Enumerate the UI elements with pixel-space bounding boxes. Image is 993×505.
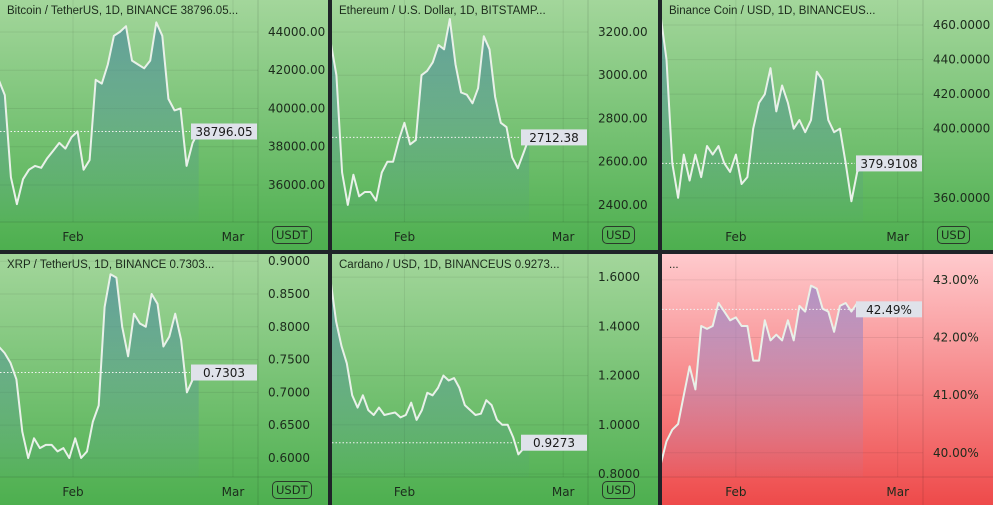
last-price-tag [191, 123, 257, 140]
price-tick-label: 0.7000 [268, 385, 310, 399]
chart-pane-ethereum[interactable]: 3200.00 3000.00 2800.00 2600.00 2400.00 Feb Ma… [332, 0, 658, 250]
price-tick-label: 42000.00 [268, 63, 325, 77]
price-tick-label: 1.4000 [598, 319, 640, 333]
price-line [662, 284, 864, 464]
time-tick-label: Mar [222, 485, 245, 499]
time-tick-label: Feb [62, 485, 83, 499]
time-tick-label: Feb [725, 485, 746, 499]
price-tick-label: 0.8000 [598, 467, 640, 481]
price-chart: 3200.00 3000.00 2800.00 2600.00 2400.00 Feb Ma… [332, 0, 658, 250]
area-fill [332, 19, 530, 222]
currency-badge[interactable]: USDT [272, 481, 312, 499]
price-tick-label: 0.6000 [268, 451, 310, 465]
currency-badge[interactable]: USD [937, 226, 970, 244]
price-chart: 460.0000 440.0000 420.0000 400.0000 360.0000… [662, 0, 993, 250]
price-tick-label: 36000.00 [268, 178, 325, 192]
chart-legend-title[interactable]: XRP / TetherUS, 1D, BINANCE 0.7303... [7, 259, 215, 271]
last-price-label: 0.7303 [203, 366, 245, 380]
price-tick-label: 460.0000 [933, 18, 990, 32]
price-tick-label: 0.8000 [268, 320, 310, 334]
price-chart: 1.60001.40001.20001.00000.80007FebMar0.9… [332, 254, 658, 505]
currency-badge[interactable]: USDT [272, 226, 312, 244]
last-price-tag [856, 301, 922, 318]
time-tick-label: Feb [394, 485, 415, 499]
area-fill [332, 290, 530, 477]
price-tick-label: 0.7500 [268, 353, 310, 367]
chart-legend-title[interactable]: Ethereum / U.S. Dollar, 1D, BITSTAMP... [339, 5, 546, 17]
chart-legend-title[interactable]: Cardano / USD, 1D, BINANCEUS 0.9273... [339, 259, 560, 271]
time-tick-label: Mar [552, 485, 575, 499]
chart-pane-cardano[interactable]: 1.60001.40001.20001.00000.80007FebMar0.9… [332, 254, 658, 505]
price-tick-label: 2800.00 [598, 111, 648, 125]
area-fill [0, 22, 199, 222]
price-tick-label: 44000.00 [268, 25, 325, 39]
price-tick-label: 40.00% [933, 446, 979, 460]
price-chart: 0.9000 0.8500 0.8000 0.7500 0.7000 0.6500 0.60… [0, 254, 328, 505]
price-line [332, 18, 531, 206]
price-line [332, 283, 530, 456]
last-price-tag [521, 129, 587, 146]
price-tick-label: 1.2000 [598, 369, 640, 383]
area-fill [662, 285, 864, 477]
price-tick-label: 2600.00 [598, 155, 648, 169]
price-tick-label: 440.0000 [933, 53, 990, 67]
last-price-label: 2712.38 [529, 131, 579, 145]
price-tick-label: 43.00% [933, 273, 979, 287]
last-price-label: 379.9108 [860, 157, 917, 171]
chart-legend-title[interactable]: Bitcoin / TetherUS, 1D, BINANCE 38796.05… [7, 5, 239, 17]
price-tick-label: 400.0000 [933, 122, 990, 136]
price-tick-label: 0.6500 [268, 418, 310, 432]
chart-pane-xrp[interactable]: 0.9000 0.8500 0.8000 0.7500 0.7000 0.6500 0.60… [0, 254, 328, 505]
price-tick-label: 1.6000 [598, 270, 640, 284]
area-fill [662, 26, 864, 222]
currency-badge[interactable]: USD [602, 481, 635, 499]
price-tick-label: 0.9000 [268, 254, 310, 268]
price-line [0, 273, 200, 459]
chart-pane-binance-coin[interactable]: 460.0000 440.0000 420.0000 400.0000 360.0000… [662, 0, 993, 250]
last-price-label: 38796.05 [195, 125, 252, 139]
chart-legend-title[interactable]: Binance Coin / USD, 1D, BINANCEUS... [669, 5, 876, 17]
price-tick-label: 1.0000 [598, 418, 640, 432]
price-tick-label: 42.00% [933, 331, 979, 345]
last-price-tag [521, 434, 587, 451]
price-tick-label: 3200.00 [598, 25, 648, 39]
price-tick-label: 38000.00 [268, 140, 325, 154]
time-tick-label: Mar [886, 230, 909, 244]
last-price-label: 42.49% [866, 303, 912, 317]
price-tick-label: 360.0000 [933, 191, 990, 205]
chart-pane-bitcoin[interactable]: 44000.00 42000.00 40000.00 38000.00 36000.00… [0, 0, 328, 250]
currency-badge[interactable]: USD [602, 226, 635, 244]
price-line [662, 18, 864, 203]
time-tick-label: Mar [552, 230, 575, 244]
price-line [0, 21, 200, 206]
price-tick-label: 3000.00 [598, 68, 648, 82]
area-fill [0, 274, 199, 477]
price-tick-label: 0.8500 [268, 287, 310, 301]
time-tick-label: Mar [886, 485, 909, 499]
last-price-tag [191, 364, 257, 381]
chart-legend-title[interactable]: ... [669, 259, 679, 271]
chart-pane-dominance[interactable]: 43.00%42.00%41.00%40.00%7FebMar42.49% ..… [662, 254, 993, 505]
price-tick-label: 420.0000 [933, 87, 990, 101]
last-price-tag [856, 155, 922, 172]
price-tick-label: 40000.00 [268, 101, 325, 115]
price-tick-label: 41.00% [933, 388, 979, 402]
last-price-label: 0.9273 [533, 436, 575, 450]
time-tick-label: Feb [725, 230, 746, 244]
time-tick-label: Mar [222, 230, 245, 244]
time-tick-label: Feb [62, 230, 83, 244]
price-chart: 43.00%42.00%41.00%40.00%7FebMar42.49% [662, 254, 993, 505]
price-chart: 44000.00 42000.00 40000.00 38000.00 36000.00… [0, 0, 328, 250]
time-tick-label: Feb [394, 230, 415, 244]
price-tick-label: 2400.00 [598, 198, 648, 212]
